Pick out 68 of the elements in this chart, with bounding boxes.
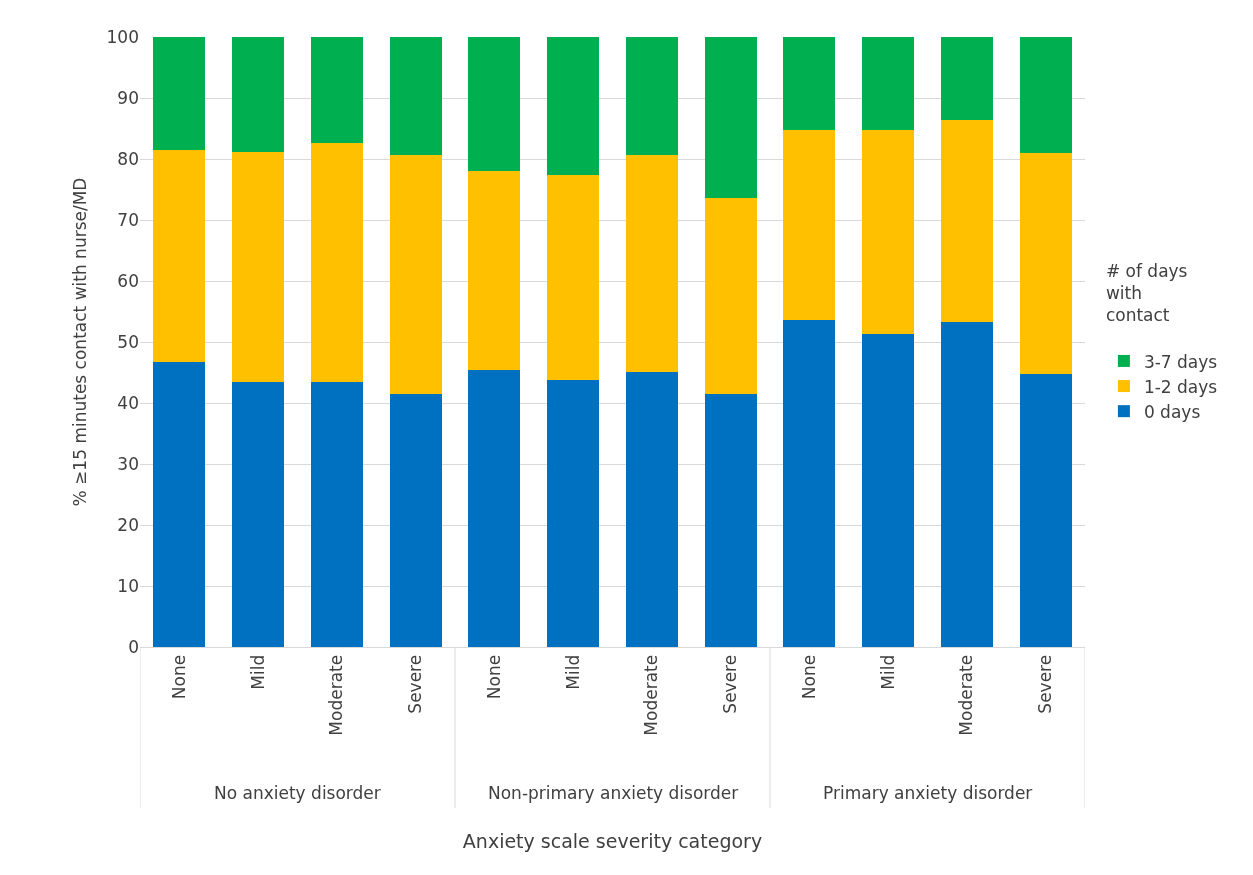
- x-tick-label: Moderate: [641, 654, 662, 736]
- bar: [862, 334, 915, 647]
- bar: [625, 371, 678, 647]
- y-tick-label: 30: [117, 453, 139, 474]
- bar: [232, 382, 285, 647]
- legend-label: 3-7 days: [1143, 351, 1218, 372]
- x-tick-label: Severe: [1035, 654, 1056, 714]
- bar: [153, 362, 206, 647]
- bar: [783, 320, 836, 647]
- x-tick-label: Moderate: [326, 654, 347, 736]
- bar: [1019, 37, 1072, 153]
- bar: [1019, 373, 1072, 647]
- bar: [1019, 152, 1072, 374]
- bar: [704, 37, 757, 199]
- x-tick-label: Severe: [405, 654, 426, 714]
- bar: [468, 37, 521, 172]
- y-tick-label: 20: [117, 514, 139, 535]
- bar: [153, 37, 206, 150]
- y-tick-label: 90: [117, 87, 139, 108]
- bar: [704, 393, 757, 647]
- bar: [232, 37, 285, 153]
- x-tick-label: None: [168, 654, 189, 700]
- bar: [389, 37, 442, 155]
- y-axis-title: % ≥15 minutes contact with nurse/MD: [70, 177, 91, 507]
- bar: [310, 37, 363, 144]
- bar: [862, 37, 915, 130]
- x-tick-label: Moderate: [956, 654, 977, 736]
- legend-label: 0 days: [1143, 401, 1201, 422]
- bar: [704, 198, 757, 394]
- bar: [783, 37, 836, 130]
- bar: [940, 119, 993, 322]
- bar: [232, 152, 285, 383]
- bar: [940, 321, 993, 647]
- bar: [862, 129, 915, 335]
- y-tick-label: 50: [117, 331, 139, 352]
- bar: [940, 37, 993, 120]
- x-tick-label: Severe: [720, 654, 741, 714]
- bar: [547, 379, 600, 647]
- y-tick-label: 40: [117, 392, 139, 413]
- y-tick-label: 100: [106, 26, 139, 47]
- y-tick-label: 80: [117, 148, 139, 169]
- text: Primary anxiety disorder: [823, 783, 1033, 803]
- text: Non-primary anxiety disorder: [488, 783, 739, 803]
- bar: [153, 149, 206, 363]
- bar: [625, 154, 678, 372]
- text: No anxiety disorder: [214, 783, 381, 803]
- x-tick-label: None: [483, 654, 504, 700]
- x-axis-title: Anxiety scale severity category: [462, 830, 763, 853]
- bar: [547, 37, 600, 175]
- bar: [389, 393, 442, 647]
- bar: [310, 382, 363, 647]
- bar: [625, 37, 678, 155]
- x-tick-label: Mild: [877, 654, 898, 690]
- bar: [468, 171, 521, 371]
- legend-label: 1-2 days: [1143, 376, 1218, 397]
- legend-title: # of days with contact: [1105, 261, 1188, 326]
- x-tick-label: None: [798, 654, 819, 700]
- bar: [389, 154, 442, 394]
- bar: [547, 174, 600, 380]
- x-tick-label: Mild: [562, 654, 583, 690]
- bar: [468, 370, 521, 647]
- y-tick-label: 60: [117, 270, 139, 291]
- x-tick-label: Mild: [247, 654, 268, 690]
- bar: [310, 143, 363, 383]
- y-tick-label: 10: [117, 575, 139, 596]
- y-tick-label: 70: [117, 209, 139, 230]
- y-tick-label: 0: [128, 636, 139, 657]
- bar: [783, 129, 836, 321]
